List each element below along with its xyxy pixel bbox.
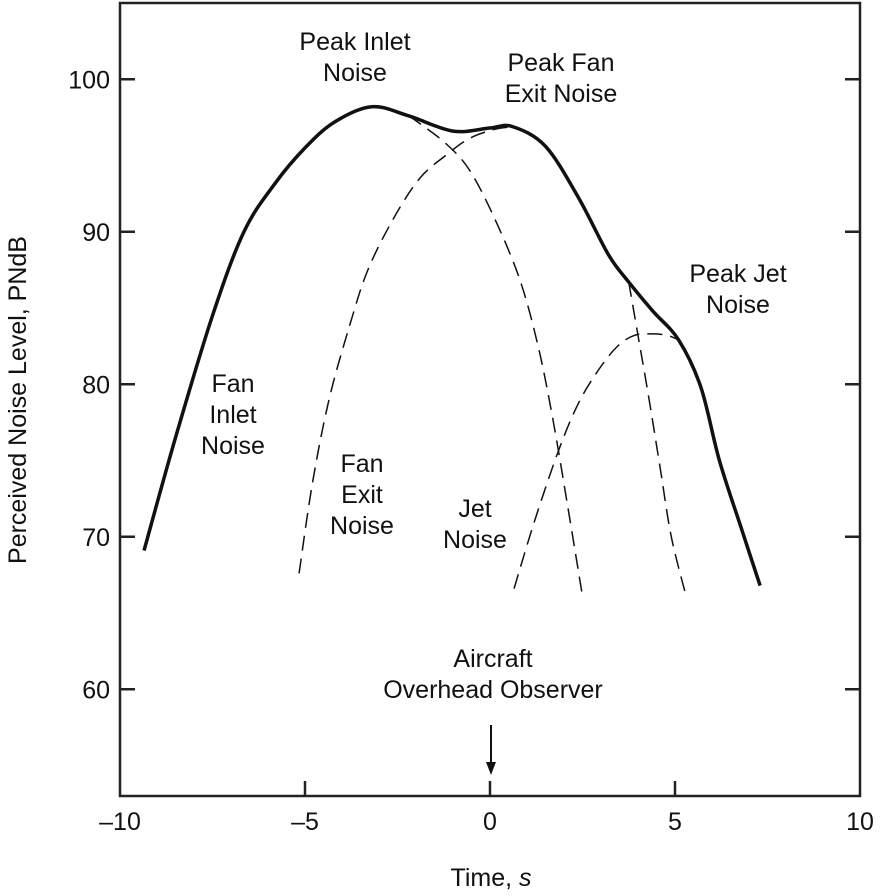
x-tick-label: 5	[668, 808, 682, 836]
y-tick-label: 100	[68, 66, 110, 94]
annotation-line: Inlet	[209, 401, 256, 429]
annotation-fan-inlet: Fan Inlet Noise	[201, 370, 265, 460]
annotation-observer: Aircraft Overhead Observer	[383, 645, 603, 704]
x-axis-title: Time, s	[450, 864, 531, 892]
annotation-line: Exit Noise	[505, 80, 618, 108]
y-tick-label: 60	[82, 676, 110, 704]
annotation-peak-inlet: Peak Inlet Noise	[299, 28, 410, 87]
annotation-line: Aircraft	[453, 645, 532, 673]
observer-arrow	[486, 725, 496, 775]
annotation-fan-exit: Fan Exit Noise	[330, 450, 394, 540]
annotation-line: Jet	[458, 495, 491, 523]
annotation-line: Overhead Observer	[383, 676, 603, 704]
x-tick-label: –5	[291, 808, 319, 836]
annotation-peak-jet: Peak Jet Noise	[689, 260, 786, 319]
annotation-line: Peak Inlet	[299, 28, 410, 56]
y-tick-label: 90	[82, 219, 110, 247]
annotation-line: Fan	[211, 370, 254, 398]
annotation-line: Noise	[323, 59, 387, 87]
annotation-line: Noise	[330, 512, 394, 540]
annotation-line: Fan	[340, 450, 383, 478]
annotation-line: Noise	[443, 526, 507, 554]
fan-exit-noise-tail-line	[628, 281, 687, 597]
fan-exit-noise-line	[298, 125, 515, 574]
y-tick-label: 70	[82, 524, 110, 552]
annotation-line: Peak Fan	[507, 49, 614, 77]
y-axis-title: Perceived Noise Level, PNdB	[4, 236, 32, 564]
x-axis-title-unit: s	[519, 864, 532, 892]
annotation-line: Noise	[706, 291, 770, 319]
annotation-line: Noise	[201, 432, 265, 460]
x-axis-title-text: Time,	[450, 864, 519, 892]
x-tick-label: 0	[483, 808, 497, 836]
annotation-line: Exit	[341, 481, 383, 509]
y-tick-label: 80	[82, 371, 110, 399]
total-noise-line	[142, 104, 762, 587]
x-tick-label: 10	[846, 808, 874, 836]
annotation-peak-fan-exit: Peak Fan Exit Noise	[505, 49, 618, 108]
fan-inlet-noise-line	[408, 115, 584, 597]
jet-noise-line	[513, 333, 680, 589]
x-tick-label: –10	[99, 808, 141, 836]
annotation-jet: Jet Noise	[443, 495, 507, 554]
annotation-line: Peak Jet	[689, 260, 786, 288]
